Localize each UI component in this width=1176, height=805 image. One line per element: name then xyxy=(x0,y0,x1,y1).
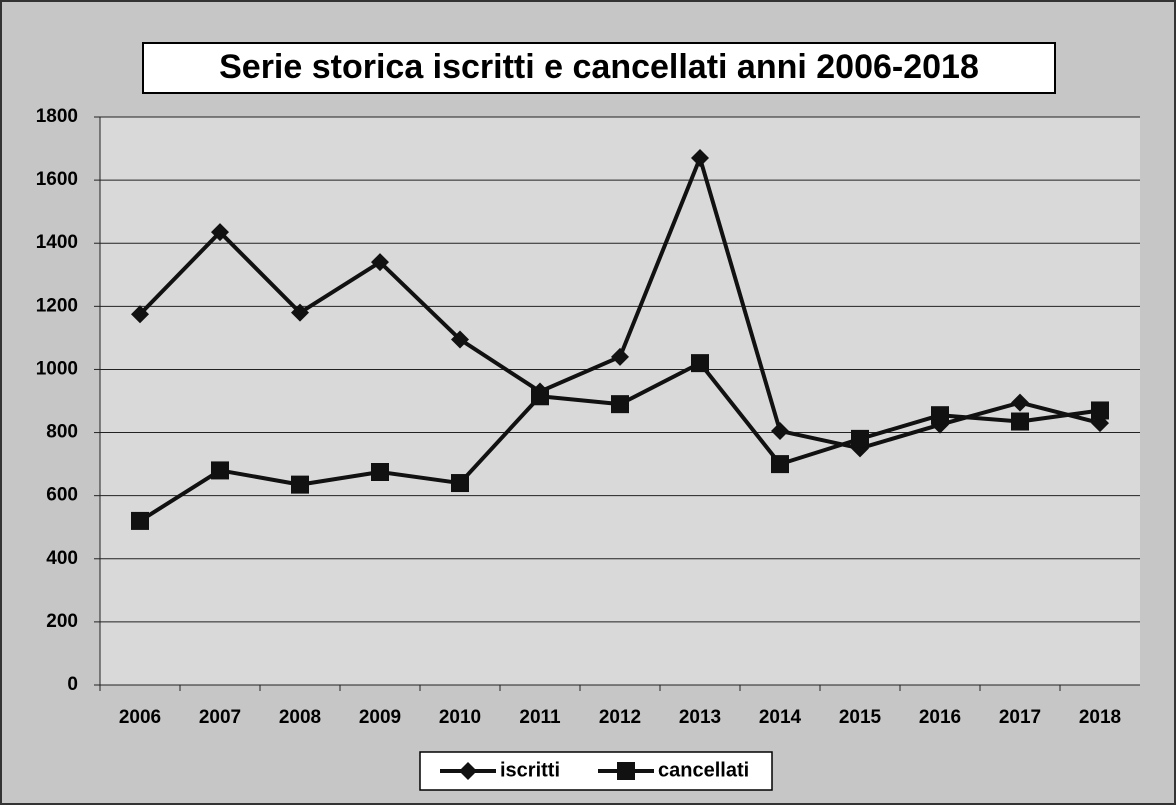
legend-marker xyxy=(459,762,477,780)
x-tick-label: 2018 xyxy=(1079,707,1121,728)
point xyxy=(451,474,469,493)
x-tick-label: 2008 xyxy=(279,707,321,728)
y-tick-label: 1800 xyxy=(36,106,78,127)
point xyxy=(691,149,709,168)
point xyxy=(1011,393,1029,412)
point xyxy=(451,330,469,349)
point xyxy=(371,463,389,481)
y-tick-label: 600 xyxy=(46,485,78,506)
y-tick-label: 200 xyxy=(46,611,78,632)
point xyxy=(371,253,389,272)
point xyxy=(131,305,149,324)
point xyxy=(291,475,309,494)
legend-label: iscritti xyxy=(500,759,560,781)
legend-label: cancellati xyxy=(658,759,749,781)
point xyxy=(291,303,309,322)
y-tick-label: 1400 xyxy=(36,232,78,253)
point xyxy=(691,354,709,373)
point xyxy=(931,406,949,425)
x-tick-label: 2006 xyxy=(119,707,161,728)
y-tick-label: 0 xyxy=(67,674,78,695)
x-tick-label: 2009 xyxy=(359,707,401,728)
x-tick-label: 2010 xyxy=(439,707,481,728)
x-tick-label: 2012 xyxy=(599,707,641,728)
y-tick-label: 800 xyxy=(46,422,78,443)
x-tick-label: 2007 xyxy=(199,707,241,728)
x-tick-label: 2017 xyxy=(999,707,1041,728)
x-tick-label: 2011 xyxy=(519,707,561,728)
point xyxy=(851,429,869,448)
y-tick-label: 1000 xyxy=(36,358,78,379)
y-tick-label: 1200 xyxy=(36,295,78,316)
point xyxy=(131,511,149,530)
legend-marker xyxy=(617,762,635,780)
point xyxy=(611,395,629,414)
x-tick-label: 2013 xyxy=(679,707,721,728)
x-tick-label: 2014 xyxy=(759,707,802,728)
point xyxy=(211,223,229,242)
point xyxy=(531,387,549,406)
point xyxy=(211,461,229,480)
y-tick-label: 400 xyxy=(46,548,78,569)
title-box xyxy=(142,42,1056,94)
point xyxy=(1091,401,1109,420)
chart-title: Serie storica iscritti e cancellati anni… xyxy=(219,48,979,86)
x-tick-label: 2015 xyxy=(839,707,882,728)
point xyxy=(771,421,789,440)
x-tick-label: 2016 xyxy=(919,707,961,728)
y-tick-label: 1600 xyxy=(36,169,78,190)
point xyxy=(771,455,789,474)
point xyxy=(1011,412,1029,431)
point xyxy=(611,347,629,366)
